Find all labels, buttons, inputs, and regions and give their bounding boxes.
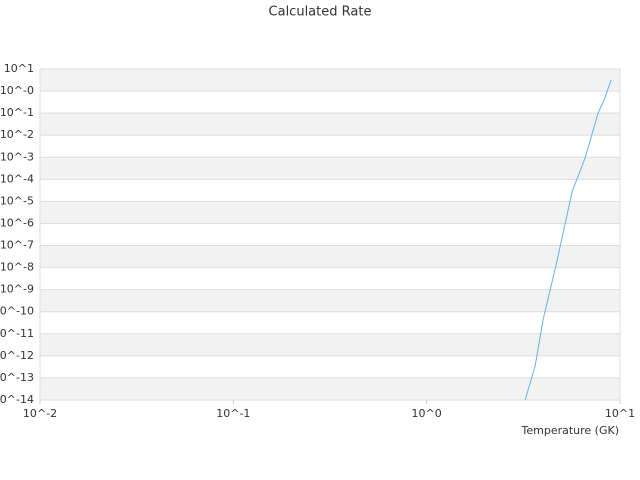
y-tick-label: 10^-14 <box>0 393 34 406</box>
x-tick-label: 10^-1 <box>216 407 250 420</box>
grid-band <box>40 201 620 224</box>
y-tick-label: 10^-11 <box>0 327 34 340</box>
plot-border <box>39 68 621 401</box>
y-tick-label: 10^-1 <box>0 106 34 119</box>
grid-band <box>40 113 620 136</box>
grid-band <box>40 69 620 92</box>
y-tick-label: 10^-8 <box>0 261 34 274</box>
chart-title: Calculated Rate <box>269 5 372 20</box>
x-axis-label: Temperature (GK) <box>521 424 620 437</box>
y-tick-label: 10^-4 <box>0 172 34 185</box>
y-tick-label: 10^-0 <box>0 84 34 97</box>
y-tick-label: 10^-13 <box>0 371 34 384</box>
grid-band <box>40 333 620 356</box>
y-tick-label: 10^-3 <box>0 150 34 163</box>
grid <box>40 68 620 401</box>
x-tick-label: 10^1 <box>605 407 635 420</box>
grid-band <box>40 245 620 268</box>
y-tick-label: 10^-9 <box>0 283 34 296</box>
grid-band <box>40 289 620 312</box>
x-tick-label: 10^-2 <box>23 407 57 420</box>
y-tick-label: 10^-2 <box>0 128 34 141</box>
y-tick-label: 10^-10 <box>0 305 34 318</box>
y-tick-label: 10^-12 <box>0 349 34 362</box>
y-tick-label: 10^1 <box>4 62 34 75</box>
y-tick-label: 10^-5 <box>0 194 34 207</box>
y-tick-label: 10^-7 <box>0 239 34 252</box>
series-line <box>524 79 612 401</box>
grid-band <box>40 157 620 180</box>
y-tick-label: 10^-6 <box>0 216 34 229</box>
x-tick-label: 10^0 <box>412 407 442 420</box>
grid-band <box>40 377 620 400</box>
